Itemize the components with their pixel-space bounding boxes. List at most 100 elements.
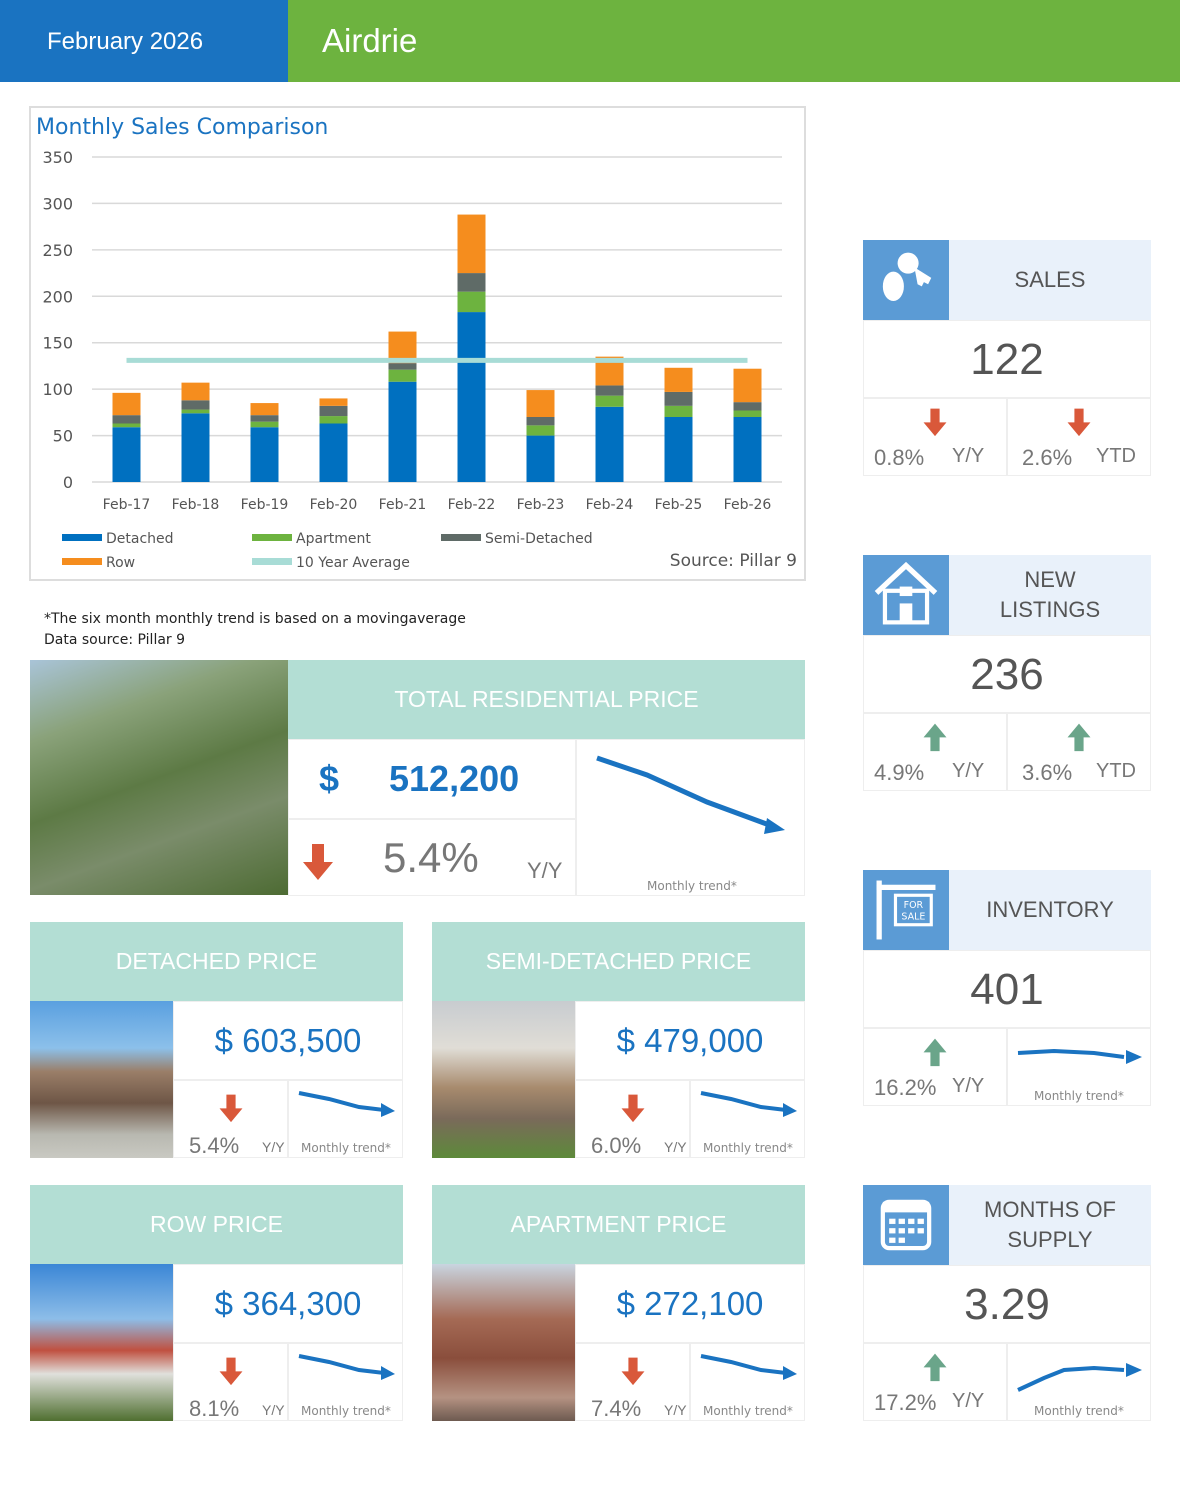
- bar-apartment-Feb-18: [181, 409, 210, 414]
- calendar-icon: [880, 1199, 932, 1251]
- card-yy-label: Y/Y: [952, 1390, 985, 1412]
- bar-row-Feb-25: [664, 367, 693, 392]
- trend-label: Monthly trend*: [703, 1404, 793, 1418]
- bar-apartment-Feb-24: [595, 395, 624, 407]
- x-tick-label: Feb-19: [241, 497, 289, 513]
- down-arrow-icon: [219, 1357, 243, 1386]
- calendar-icon-tile: [863, 1185, 949, 1265]
- card-trend-cell: Monthly trend*: [1007, 1343, 1151, 1421]
- bar-detached-Feb-19: [250, 427, 279, 482]
- currency-symbol: $: [319, 758, 340, 799]
- card-yy-cell: 17.2% Y/Y: [863, 1343, 1007, 1421]
- type-pct: 8.1%: [189, 1396, 240, 1421]
- down-arrow-icon: [219, 1094, 243, 1123]
- trend-label: Monthly trend*: [1034, 1404, 1124, 1418]
- type-change-cell: 8.1% Y/Y: [173, 1343, 288, 1421]
- down-arrow-icon: [621, 1094, 645, 1123]
- bar-semi-detached-Feb-22: [457, 273, 486, 292]
- type-change-cell: 5.4% Y/Y: [173, 1080, 288, 1158]
- house-icon: [874, 561, 938, 625]
- chart-source: Source: Pillar 9: [670, 551, 797, 571]
- type-price-value: $ 479,000: [616, 1022, 764, 1059]
- type-period: Y/Y: [664, 1139, 687, 1155]
- card-ytd-pct: 2.6%: [1022, 445, 1073, 470]
- bar-semi-detached-Feb-17: [112, 415, 141, 424]
- bar-apartment-Feb-22: [457, 291, 486, 313]
- card-ytd-label: YTD: [1096, 760, 1136, 782]
- total-price-value: 512,200: [389, 758, 520, 799]
- card-yy-label: Y/Y: [952, 760, 985, 782]
- bar-semi-detached-Feb-20: [319, 405, 348, 417]
- type-change-cell: 6.0% Y/Y: [575, 1080, 690, 1158]
- bar-detached-Feb-20: [319, 423, 348, 482]
- down-arrow-icon: [923, 408, 947, 437]
- x-tick-label: Feb-24: [586, 497, 634, 513]
- card-yy-cell: 16.2% Y/Y: [863, 1028, 1007, 1106]
- bar-detached-Feb-26: [733, 417, 762, 482]
- legend-swatch: [252, 534, 292, 541]
- type-pct: 6.0%: [591, 1133, 642, 1158]
- card-trend-cell: Monthly trend*: [1007, 1028, 1151, 1106]
- x-tick-label: Feb-21: [379, 497, 427, 513]
- card-yy-label: Y/Y: [952, 1075, 985, 1097]
- legend-label: Row: [106, 555, 135, 571]
- y-tick-label: 100: [42, 380, 73, 399]
- y-tick-label: 350: [42, 148, 73, 167]
- y-tick-label: 150: [42, 334, 73, 353]
- bar-row-Feb-26: [733, 368, 762, 403]
- legend-swatch: [62, 534, 102, 541]
- type-trend-cell: Monthly trend*: [288, 1343, 403, 1421]
- chart-title: Monthly Sales Comparison: [36, 115, 329, 140]
- type-price-cell: $ 479,000: [575, 1001, 805, 1080]
- trend-line: [596, 755, 785, 834]
- legend-swatch: [441, 534, 481, 541]
- bar-semi-detached-Feb-23: [526, 417, 555, 426]
- total-price-title: TOTAL RESIDENTIAL PRICE: [288, 660, 805, 739]
- property-photo: [432, 1001, 575, 1158]
- y-tick-label: 50: [53, 427, 73, 446]
- y-tick-label: 0: [63, 473, 73, 492]
- down-arrow-icon: [303, 844, 333, 880]
- bar-row-Feb-18: [181, 382, 210, 401]
- bar-detached-Feb-25: [664, 417, 693, 482]
- card-title: SALES: [949, 240, 1151, 320]
- bar-detached-Feb-18: [181, 413, 210, 482]
- house-icon-tile: [863, 555, 949, 635]
- trend-line: [700, 1091, 797, 1117]
- legend-swatch: [62, 558, 102, 565]
- type-period: Y/Y: [262, 1402, 285, 1418]
- legend-label: Semi-Detached: [485, 531, 593, 547]
- type-price-cell: $ 272,100: [575, 1264, 805, 1343]
- x-tick-label: Feb-17: [103, 497, 151, 513]
- x-tick-label: Feb-26: [724, 497, 772, 513]
- svg-text:FOR: FOR: [904, 900, 924, 911]
- bar-row-Feb-20: [319, 398, 348, 406]
- legend-label: Detached: [106, 531, 174, 547]
- trend-label: Monthly trend*: [301, 1141, 391, 1155]
- up-arrow-icon: [1067, 723, 1091, 752]
- type-change-cell: 7.4% Y/Y: [575, 1343, 690, 1421]
- trend-line: [1017, 1363, 1142, 1392]
- card-value: 236: [863, 635, 1151, 713]
- bar-row-Feb-22: [457, 214, 486, 274]
- trend-line: [700, 1354, 797, 1380]
- bar-apartment-Feb-25: [664, 405, 693, 417]
- type-price-cell: $ 364,300: [173, 1264, 403, 1343]
- bar-semi-detached-Feb-18: [181, 400, 210, 410]
- card-yy-pct: 16.2%: [874, 1075, 937, 1100]
- trend-line: [298, 1354, 395, 1380]
- x-tick-label: Feb-18: [172, 497, 220, 513]
- property-photo: [432, 1264, 575, 1421]
- total-trend-cell: Monthly trend*: [576, 739, 805, 896]
- type-trend-cell: Monthly trend*: [288, 1080, 403, 1158]
- property-photo: [30, 1001, 173, 1158]
- card-value: 3.29: [863, 1265, 1151, 1343]
- trend-label: Monthly trend*: [703, 1141, 793, 1155]
- type-price-value: $ 364,300: [214, 1285, 362, 1322]
- down-arrow-icon: [1067, 408, 1091, 437]
- type-pct: 7.4%: [591, 1396, 642, 1421]
- bar-apartment-Feb-23: [526, 425, 555, 436]
- report-date: February 2026: [0, 0, 288, 82]
- trend-line: [1017, 1048, 1142, 1064]
